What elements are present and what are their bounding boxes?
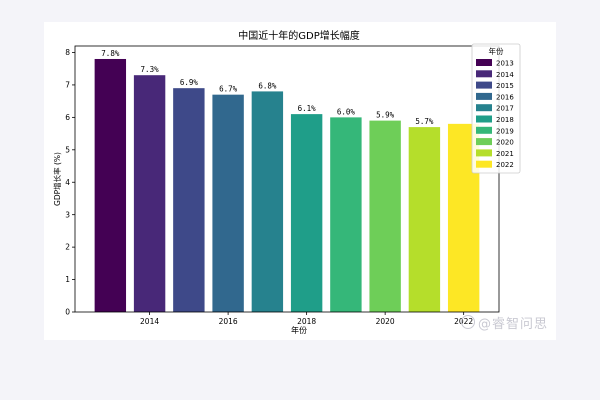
legend-entry-2014: 2014 — [496, 71, 514, 79]
y-axis-label: GDP增长率 (%) — [52, 152, 62, 206]
legend-swatch-2022 — [476, 160, 492, 168]
x-tick-label: 2014 — [140, 317, 159, 326]
legend-entry-2021: 2021 — [496, 150, 514, 158]
bar-label-2018: 6.1% — [298, 104, 317, 113]
x-axis-label: 年份 — [291, 325, 307, 335]
bar-label-2015: 6.9% — [180, 78, 199, 87]
y-tick-label: 4 — [65, 178, 70, 187]
bar-2018 — [290, 114, 323, 313]
bar-label-2021: 5.7% — [415, 117, 434, 126]
legend-swatch-2014 — [476, 70, 492, 78]
bar-label-2016: 6.7% — [219, 85, 238, 94]
bar-2015 — [173, 88, 205, 312]
bar-label-2019: 6.0% — [337, 107, 356, 116]
legend-swatch-2019 — [476, 126, 492, 134]
bar-2020 — [369, 120, 401, 312]
legend-swatch-2013 — [476, 59, 492, 66]
x-tick-label: 2016 — [219, 317, 238, 326]
watermark-text: @睿智问思 — [477, 317, 548, 332]
chart-title: 中国近十年的GDP增长幅度 — [238, 29, 359, 42]
legend-swatch-2020 — [476, 138, 492, 146]
bar-2017 — [251, 91, 284, 312]
legend-entry-2018: 2018 — [496, 116, 514, 124]
watermark: @睿智问思 — [460, 313, 548, 332]
legend: 年份 2013 2014 2015 2016 2017 2018 2019 2020 2021 20… — [471, 43, 521, 174]
bar-label-2020: 5.9% — [376, 111, 395, 120]
legend-swatch-2018 — [476, 115, 492, 123]
legend-entry-2017: 2017 — [496, 105, 514, 113]
bar-label-2017: 6.8% — [258, 81, 277, 90]
legend-swatch-2017 — [476, 104, 492, 112]
bar-value-labels: 7.8% 7.3% 6.9% 6.7% 6.8% 6.1% 6.0% 5.9% 5.7% — [101, 49, 434, 126]
legend-entry-2022: 2022 — [496, 161, 514, 169]
y-tick-label: 3 — [65, 210, 70, 219]
bars — [94, 58, 480, 313]
y-tick-label: 8 — [65, 48, 70, 57]
watermark-logo-icon — [460, 315, 475, 329]
bar-2013 — [94, 58, 127, 313]
legend-entry-2019: 2019 — [496, 127, 514, 135]
bar-2019 — [330, 117, 362, 313]
x-tick-label: 2020 — [376, 317, 395, 326]
y-tick-label: 0 — [65, 308, 70, 317]
legend-entry-2015: 2015 — [496, 82, 514, 90]
legend-entry-2016: 2016 — [496, 93, 514, 101]
bar-2014 — [133, 75, 166, 312]
legend-swatch-2015 — [476, 81, 492, 89]
legend-entry-2013: 2013 — [496, 60, 514, 68]
y-tick-label: 7 — [65, 81, 70, 90]
y-tick-label: 6 — [65, 113, 70, 122]
y-tick-label: 1 — [65, 275, 70, 284]
y-tick-label: 2 — [65, 243, 70, 252]
legend-swatch-2016 — [476, 92, 492, 100]
bar-2016 — [212, 94, 244, 312]
plot-frame — [74, 45, 500, 313]
bar-chart: 中国近十年的GDP增长幅度 GDP增长率 (%) 年份 7.8% 7.3% 6.9%… — [52, 29, 521, 335]
y-tick-label: 5 — [65, 145, 70, 154]
legend-entry-2020: 2020 — [496, 139, 514, 147]
bar-2021 — [408, 127, 441, 312]
legend-title: 年份 — [489, 46, 504, 56]
legend-swatch-2021 — [476, 149, 492, 157]
chart-card: 中国近十年的GDP增长幅度 GDP增长率 (%) 年份 7.8% 7.3% 6.9%… — [44, 22, 556, 340]
x-tick-label: 2018 — [297, 317, 316, 326]
bar-label-2013: 7.8% — [101, 49, 120, 58]
bar-label-2014: 7.3% — [141, 65, 160, 74]
